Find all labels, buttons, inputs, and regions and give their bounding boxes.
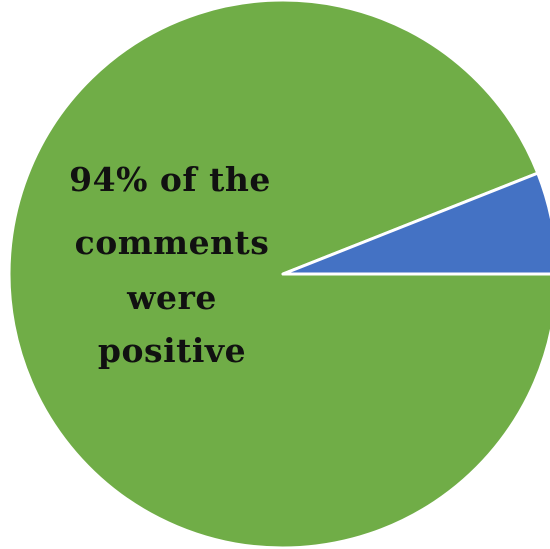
annotation-line-1: 94% of the — [69, 160, 271, 199]
annotation-line-2: comments — [75, 223, 270, 262]
pie-slice-1 — [7, 0, 550, 549]
pie-annotation: 94% of the comments were positive — [69, 160, 271, 370]
annotation-line-4: positive — [98, 331, 246, 370]
pie-slices — [7, 0, 550, 549]
annotation-line-3: were — [126, 278, 217, 317]
pie-slice-2 — [281, 171, 550, 276]
